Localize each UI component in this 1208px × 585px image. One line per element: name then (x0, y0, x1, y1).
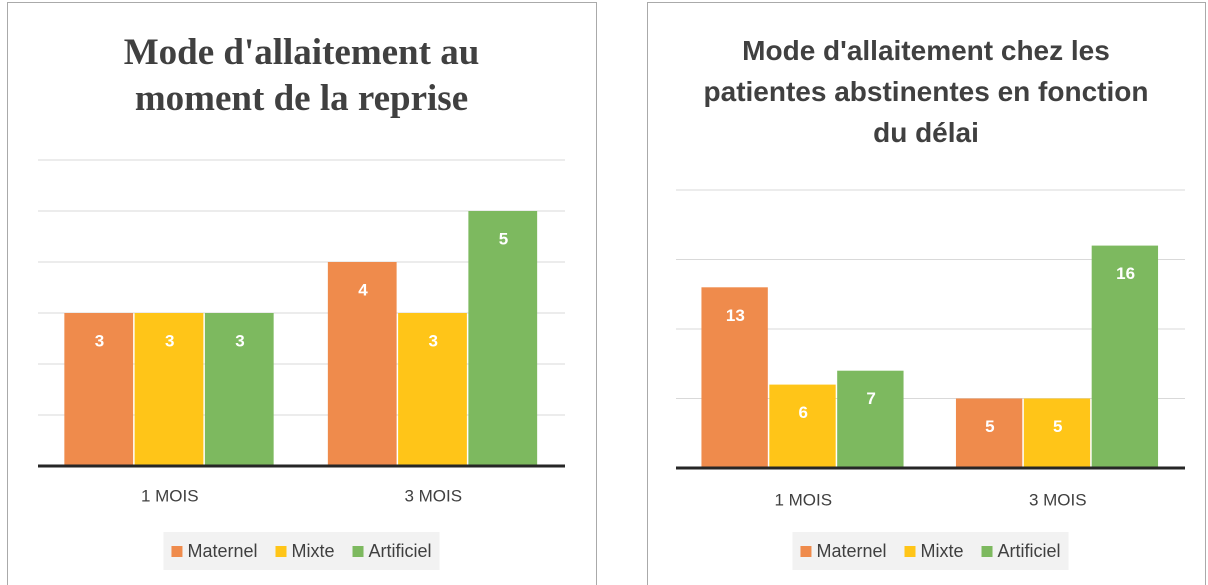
data-label: 3 (165, 331, 174, 350)
legend-label: Maternel (816, 541, 886, 561)
bar (701, 287, 768, 468)
legend-box (792, 532, 1069, 570)
legend-swatch (275, 546, 287, 557)
data-label: 5 (499, 229, 508, 248)
chart-title: Mode d'allaitement au moment de la repri… (7, 30, 596, 122)
data-label: 3 (235, 331, 244, 350)
bar (204, 313, 274, 466)
bar (837, 370, 904, 468)
data-label: 5 (1053, 417, 1062, 436)
bar (1091, 245, 1159, 468)
legend-label: Mixte (921, 541, 964, 561)
panel-border (647, 2, 1206, 585)
legend-label: Artificiel (998, 541, 1061, 561)
bar (955, 398, 1023, 468)
data-label: 6 (799, 403, 808, 422)
chart-title-text: Mode d'allaitement au moment de la repri… (123, 32, 480, 119)
data-label: 4 (358, 280, 368, 299)
bar (1023, 398, 1091, 468)
x-tick-label: 3 MOIS (404, 486, 462, 505)
legend-label: Artificiel (369, 541, 432, 561)
legend-swatch (352, 546, 364, 557)
chart-title: Mode d'allaitement chez les patientes ab… (647, 30, 1205, 153)
legend-box (163, 532, 440, 570)
data-label: 3 (429, 331, 438, 350)
chart-title-text: Mode d'allaitement chez les patientes ab… (703, 35, 1149, 148)
panel-border (7, 2, 597, 585)
legend-swatch (981, 546, 993, 557)
bar (769, 384, 836, 468)
data-label: 5 (985, 417, 994, 436)
bar (398, 313, 467, 466)
legend-label: Maternel (187, 541, 257, 561)
x-tick-label: 3 MOIS (1029, 490, 1087, 509)
legend-label: Mixte (292, 541, 335, 561)
bar (64, 313, 134, 466)
legend-swatch (171, 546, 183, 557)
x-tick-label: 1 MOIS (141, 486, 199, 505)
data-label: 3 (95, 331, 104, 350)
data-label: 13 (726, 306, 745, 325)
legend-swatch (800, 546, 812, 557)
bar (327, 262, 397, 466)
data-label: 7 (866, 389, 875, 408)
data-label: 16 (1116, 264, 1135, 283)
legend-swatch (904, 546, 916, 557)
x-tick-label: 1 MOIS (774, 490, 832, 509)
bar (468, 211, 538, 466)
bar (134, 313, 204, 466)
